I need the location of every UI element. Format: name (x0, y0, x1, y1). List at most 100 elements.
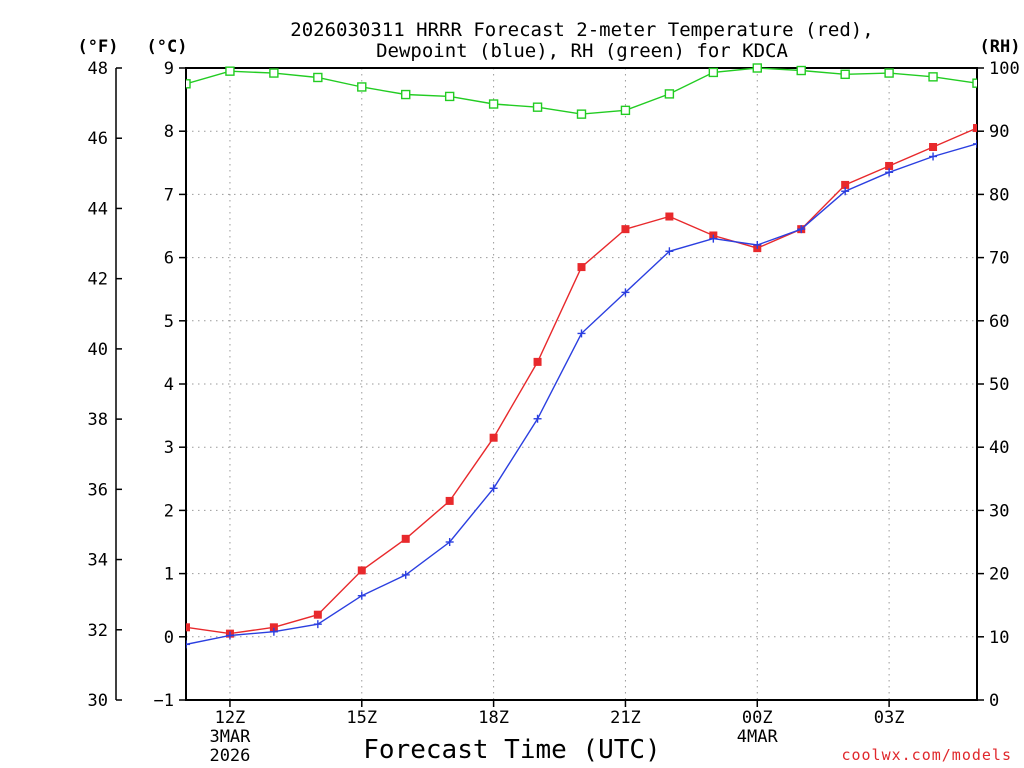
fahrenheit-unit-label: (°F) (78, 37, 119, 57)
temperature-point (621, 225, 630, 234)
temperature-point (577, 263, 586, 272)
temperature-point (489, 433, 498, 442)
x-tick-label: 18Z (478, 708, 509, 728)
fahrenheit-tick-label: 42 (88, 270, 108, 290)
x-tick-label: 12Z (215, 708, 246, 728)
rh-point (840, 69, 850, 80)
rh-tick-label: 30 (989, 501, 1009, 521)
temperature-point (973, 124, 977, 133)
celsius-tick-label: 4 (164, 375, 174, 395)
temperature-point (665, 212, 674, 221)
fahrenheit-tick-label: 34 (88, 551, 108, 571)
rh-tick-label: 80 (989, 185, 1009, 205)
x-axis-label: Forecast Time (UTC) (363, 735, 660, 765)
temperature-point (885, 161, 894, 170)
gridlines (186, 67, 977, 700)
celsius-tick-label: 8 (164, 122, 174, 142)
dewpoint-point (709, 234, 718, 243)
dewpoint-point (665, 247, 674, 256)
rh-tick-label: 70 (989, 249, 1009, 269)
dewpoint-point (973, 139, 977, 148)
rh-tick-label: 40 (989, 438, 1009, 458)
dewpoint-point (269, 627, 278, 636)
rh-point (576, 109, 587, 119)
dewpoint-point (225, 631, 234, 640)
rh-point (972, 78, 977, 88)
temperature-point (269, 623, 278, 632)
rh-line (186, 67, 977, 115)
chart-subtitle: Dewpoint (blue), RH (green) for KDCA (376, 40, 788, 62)
fahrenheit-tick-label: 32 (88, 621, 108, 641)
x-tick-label: 21Z (610, 708, 641, 728)
celsius-tick-label: 1 (164, 565, 174, 585)
fahrenheit-tick-label: 40 (88, 340, 108, 360)
fahrenheit-tick-label: 30 (88, 691, 108, 711)
x-tick-label: 03Z (874, 708, 905, 728)
celsius-tick-label: 6 (164, 249, 174, 269)
rh-tick-label: 0 (989, 691, 999, 711)
rh-point (313, 72, 323, 83)
rh-point (884, 68, 894, 78)
rh-point (532, 102, 543, 112)
series-group (186, 63, 977, 649)
temperature-point (445, 496, 454, 505)
temperature-line (186, 127, 977, 635)
celsius-tick-label: 7 (164, 185, 174, 205)
dewpoint-point (929, 152, 938, 161)
rh-point (620, 105, 631, 116)
dewpoint-point (533, 414, 542, 423)
dewpoint-point (186, 640, 190, 649)
fahrenheit-tick-label: 44 (88, 199, 108, 219)
celsius-tick-label: 9 (164, 59, 174, 79)
rh-unit-label: (RH) (980, 37, 1021, 57)
rh-tick-label: 50 (989, 375, 1009, 395)
fahrenheit-tick-label: 38 (88, 410, 108, 430)
rh-point (444, 91, 455, 102)
rh-point (752, 63, 762, 73)
dewpoint-point (753, 240, 762, 249)
x-tick-year-label: 2026 (209, 746, 250, 766)
axes: 30323436384042444648−1012345678901020304… (88, 59, 1020, 766)
rh-point (225, 66, 235, 76)
dewpoint-point (489, 484, 498, 493)
dewpoint-point (313, 620, 322, 629)
rh-tick-label: 60 (989, 312, 1009, 332)
temperature-point (401, 534, 410, 543)
temperature-point (357, 566, 366, 575)
dewpoint-point (797, 225, 806, 234)
dewpoint-point (445, 538, 454, 546)
credit-text: coolwx.com/models (841, 746, 1012, 764)
dewpoint-point (401, 570, 410, 579)
rh-point (796, 65, 806, 76)
celsius-tick-label: 5 (164, 312, 174, 332)
rh-tick-label: 90 (989, 122, 1009, 142)
temperature-point (533, 357, 542, 366)
x-tick-label: 15Z (346, 708, 377, 728)
dewpoint-line (186, 143, 977, 646)
rh-point (928, 72, 938, 82)
dewpoint-point (621, 288, 630, 297)
rh-point (664, 89, 675, 99)
rh-tick-label: 20 (989, 565, 1009, 585)
celsius-tick-label: −1 (154, 691, 174, 711)
fahrenheit-tick-label: 48 (88, 59, 108, 79)
rh-tick-label: 100 (989, 59, 1020, 79)
rh-point (269, 68, 279, 78)
data-series (186, 63, 977, 649)
dewpoint-point (841, 187, 850, 196)
temperature-point (313, 610, 322, 619)
rh-tick-label: 10 (989, 628, 1009, 648)
celsius-unit-label: (°C) (147, 37, 188, 57)
temperature-point (929, 143, 938, 151)
celsius-tick-label: 3 (164, 438, 174, 458)
celsius-tick-label: 0 (164, 628, 174, 648)
rh-point (357, 82, 367, 92)
rh-point (488, 99, 499, 109)
x-tick-date-label: 4MAR (737, 727, 779, 747)
temperature-point (841, 180, 850, 189)
dewpoint-point (357, 591, 366, 600)
fahrenheit-tick-label: 36 (88, 480, 108, 500)
rh-point (186, 79, 191, 89)
temperature-point (186, 623, 190, 632)
